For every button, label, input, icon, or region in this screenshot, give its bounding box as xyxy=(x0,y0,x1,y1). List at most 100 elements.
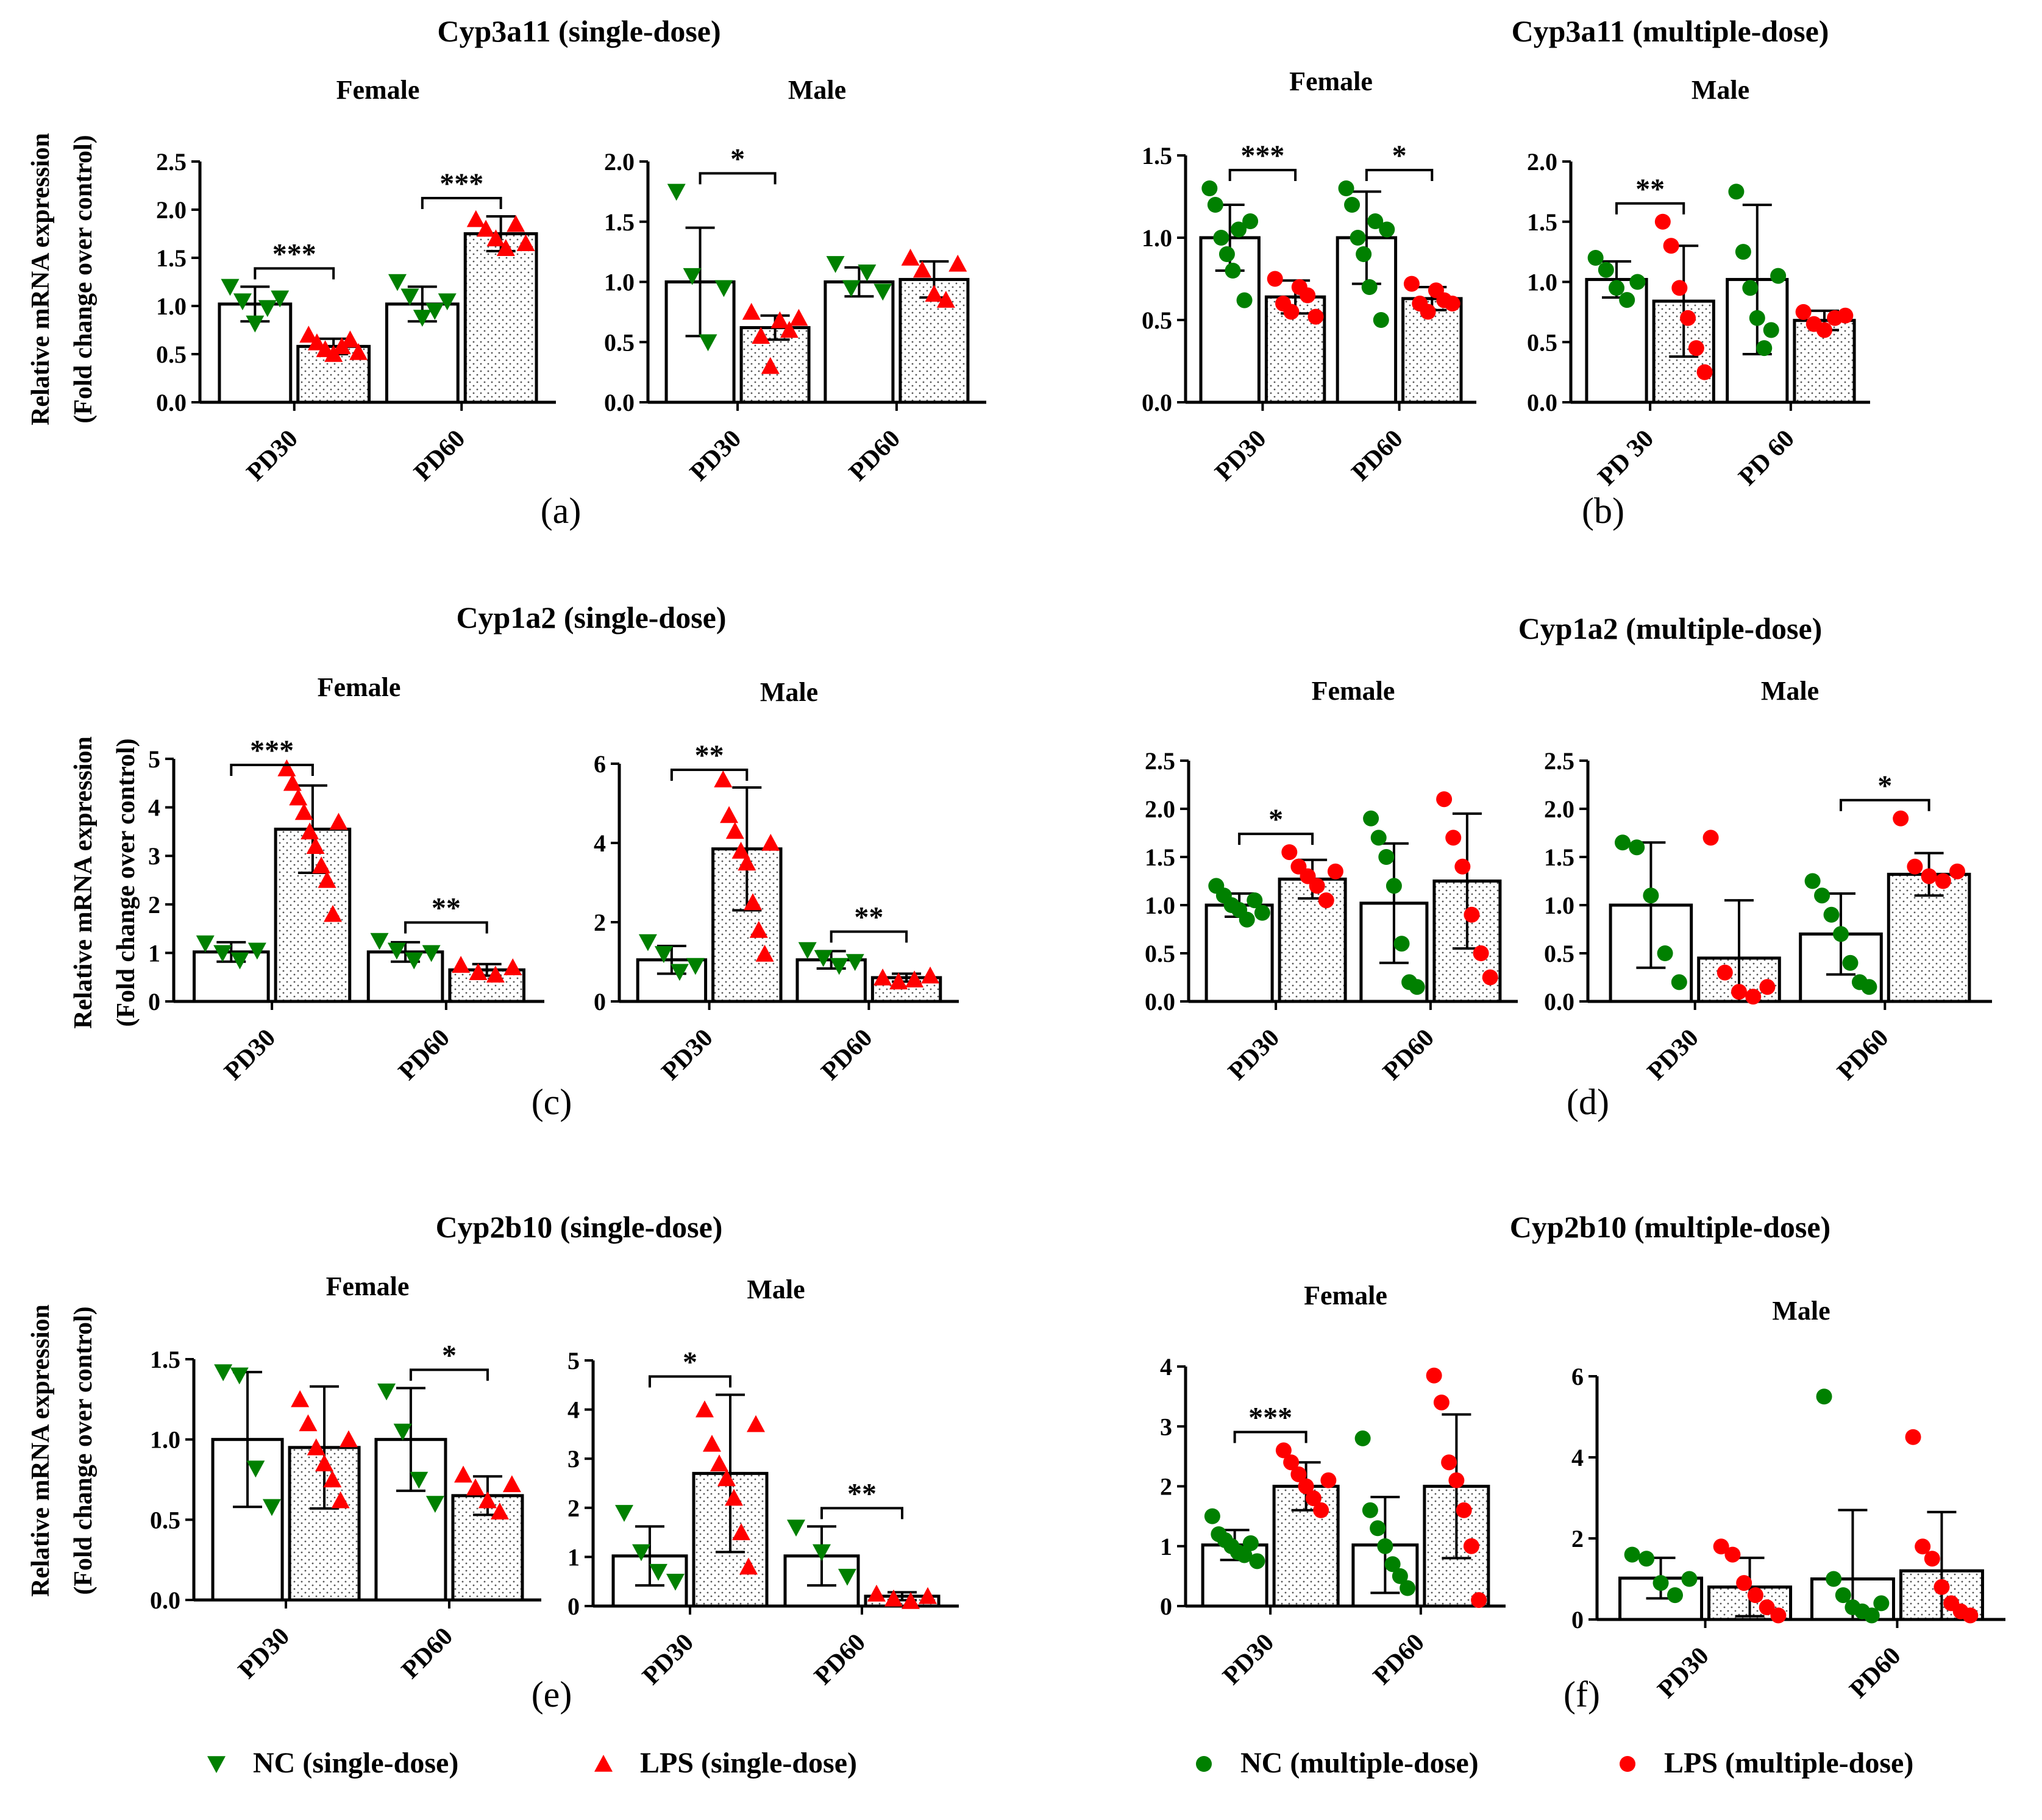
data-point-lps xyxy=(1444,296,1460,311)
data-point-nc xyxy=(1379,221,1395,238)
data-point-lps xyxy=(742,302,761,320)
y-tick-label: 1 xyxy=(567,1543,580,1571)
significance-label: * xyxy=(683,1346,697,1378)
data-point-lps xyxy=(1680,310,1696,326)
data-point-lps xyxy=(747,1415,765,1432)
data-point-lps xyxy=(1463,1538,1479,1554)
data-point-nc xyxy=(1239,911,1255,928)
data-point-lps xyxy=(502,1475,521,1493)
data-point-nc xyxy=(1247,892,1263,909)
significance-bracket xyxy=(820,1507,903,1520)
data-point-nc xyxy=(438,293,457,311)
data-point-lps xyxy=(948,254,967,272)
data-point-nc xyxy=(683,268,702,285)
y-tick-label: 2 xyxy=(1571,1525,1584,1552)
data-point-lps xyxy=(312,856,331,873)
x-tick-label: PD60 xyxy=(1347,425,1409,487)
y-tick-label: 4 xyxy=(567,1396,580,1424)
data-point-nc xyxy=(699,334,717,352)
data-point-lps xyxy=(277,759,296,777)
data-point-lps xyxy=(1482,969,1498,986)
x-tick-label: PD60 xyxy=(1368,1629,1430,1691)
y-tick-label: 2 xyxy=(1160,1473,1172,1501)
data-point-lps xyxy=(1731,984,1747,1000)
panel-title: Cyp1a2 (single-dose) xyxy=(456,600,726,635)
data-point-lps xyxy=(1283,304,1300,320)
significance-bracket xyxy=(230,764,314,776)
data-point-lps xyxy=(901,249,920,266)
data-point-lps xyxy=(1935,873,1951,889)
data-point-lps xyxy=(469,963,488,980)
data-point-lps xyxy=(1433,1394,1450,1410)
data-point-nc xyxy=(845,954,864,971)
data-point-nc xyxy=(798,942,817,959)
significance-label: *** xyxy=(439,168,483,200)
data-point-nc xyxy=(246,1460,265,1478)
panel-3: Cyp1a2 (multiple-dose) (d) Female 0.0 0.5 1.0… xyxy=(1145,611,1992,1122)
data-point-nc xyxy=(388,274,407,291)
data-point-lps xyxy=(1688,340,1704,357)
y-tick-label: 0.0 xyxy=(1145,988,1175,1015)
data-point-nc xyxy=(1392,1568,1408,1584)
significance-label: *** xyxy=(250,734,294,767)
y-axis-label-secondary: (Fold change over control) xyxy=(69,1306,98,1594)
subplot-title: Female xyxy=(1289,66,1373,96)
data-point-lps xyxy=(454,1465,473,1483)
significance-bracket xyxy=(1238,833,1314,845)
panel-label: (e) xyxy=(532,1674,572,1715)
significance-bracket xyxy=(670,769,749,781)
data-point-lps xyxy=(720,806,739,823)
data-point-lps xyxy=(1907,858,1923,875)
legend-label: NC (multiple-dose) xyxy=(1240,1747,1479,1779)
y-tick-label: 3 xyxy=(148,842,160,870)
data-point-lps xyxy=(1770,1607,1787,1624)
y-tick-label: 0.0 xyxy=(604,389,635,416)
data-point-lps xyxy=(1300,287,1316,304)
data-point-nc xyxy=(686,958,705,975)
data-point-nc xyxy=(1770,268,1787,284)
y-tick-label: 1.0 xyxy=(604,269,635,296)
y-tick-label: 4 xyxy=(148,794,160,822)
x-tick-label: PD30 xyxy=(1223,1024,1285,1086)
panel-title: Cyp2b10 (multiple-dose) xyxy=(1510,1210,1830,1244)
panel-1: Cyp3a11 (multiple-dose) (b) Female 0.0 0.5 1.… xyxy=(1142,14,1870,531)
y-tick-label: 2.0 xyxy=(1527,148,1557,176)
subplot-female: Female 0.0 0.5 1.0 1.5 PD30 PD60 * xyxy=(150,1271,541,1684)
data-point-lps xyxy=(1403,275,1420,292)
y-tick-label: 2.5 xyxy=(1145,747,1175,775)
data-point-nc xyxy=(1236,292,1253,308)
data-point-lps xyxy=(486,229,505,247)
data-point-lps xyxy=(323,1470,342,1488)
data-point-lps xyxy=(299,1414,318,1432)
panel-title: Cyp3a11 (single-dose) xyxy=(437,14,720,48)
data-point-nc xyxy=(1804,873,1821,889)
data-point-nc xyxy=(858,264,877,282)
y-tick-label: 1.0 xyxy=(1145,892,1175,919)
y-tick-label: 0.0 xyxy=(1544,988,1574,1015)
data-point-nc xyxy=(1201,180,1218,196)
data-point-lps xyxy=(1448,1472,1465,1488)
data-point-nc xyxy=(1344,197,1361,213)
x-tick-label: PD30 xyxy=(219,1024,281,1086)
subplot-title: Female xyxy=(318,672,401,702)
data-point-lps xyxy=(1307,308,1324,325)
data-point-lps xyxy=(490,1502,509,1520)
data-point-nc xyxy=(1657,945,1673,961)
data-point-lps xyxy=(770,311,789,329)
data-point-nc xyxy=(1681,1571,1698,1587)
significance-bracket xyxy=(649,1375,731,1388)
subplot-female: Female 0.0 0.5 1.0 1.5 2.0 2.5 PD30 PD60 * xyxy=(1145,676,1518,1086)
data-point-lps xyxy=(905,970,924,987)
y-axis-label: Relative mRNA expression xyxy=(69,736,98,1029)
legend-group: NC (single-dose) LPS (single-dose) NC (mul… xyxy=(207,1747,1913,1779)
data-point-nc xyxy=(1242,1535,1259,1551)
data-point-lps xyxy=(755,945,774,962)
panel-0: Cyp3a11 (single-dose) (a) Relative mRNA ex… xyxy=(27,14,986,531)
bar-lps-pd60 xyxy=(463,232,538,404)
data-point-nc xyxy=(1213,230,1229,246)
y-tick-label: 5 xyxy=(567,1347,580,1374)
y-tick-label: 4 xyxy=(1160,1353,1172,1381)
data-point-nc xyxy=(1370,1520,1386,1537)
data-point-lps xyxy=(1318,892,1334,909)
